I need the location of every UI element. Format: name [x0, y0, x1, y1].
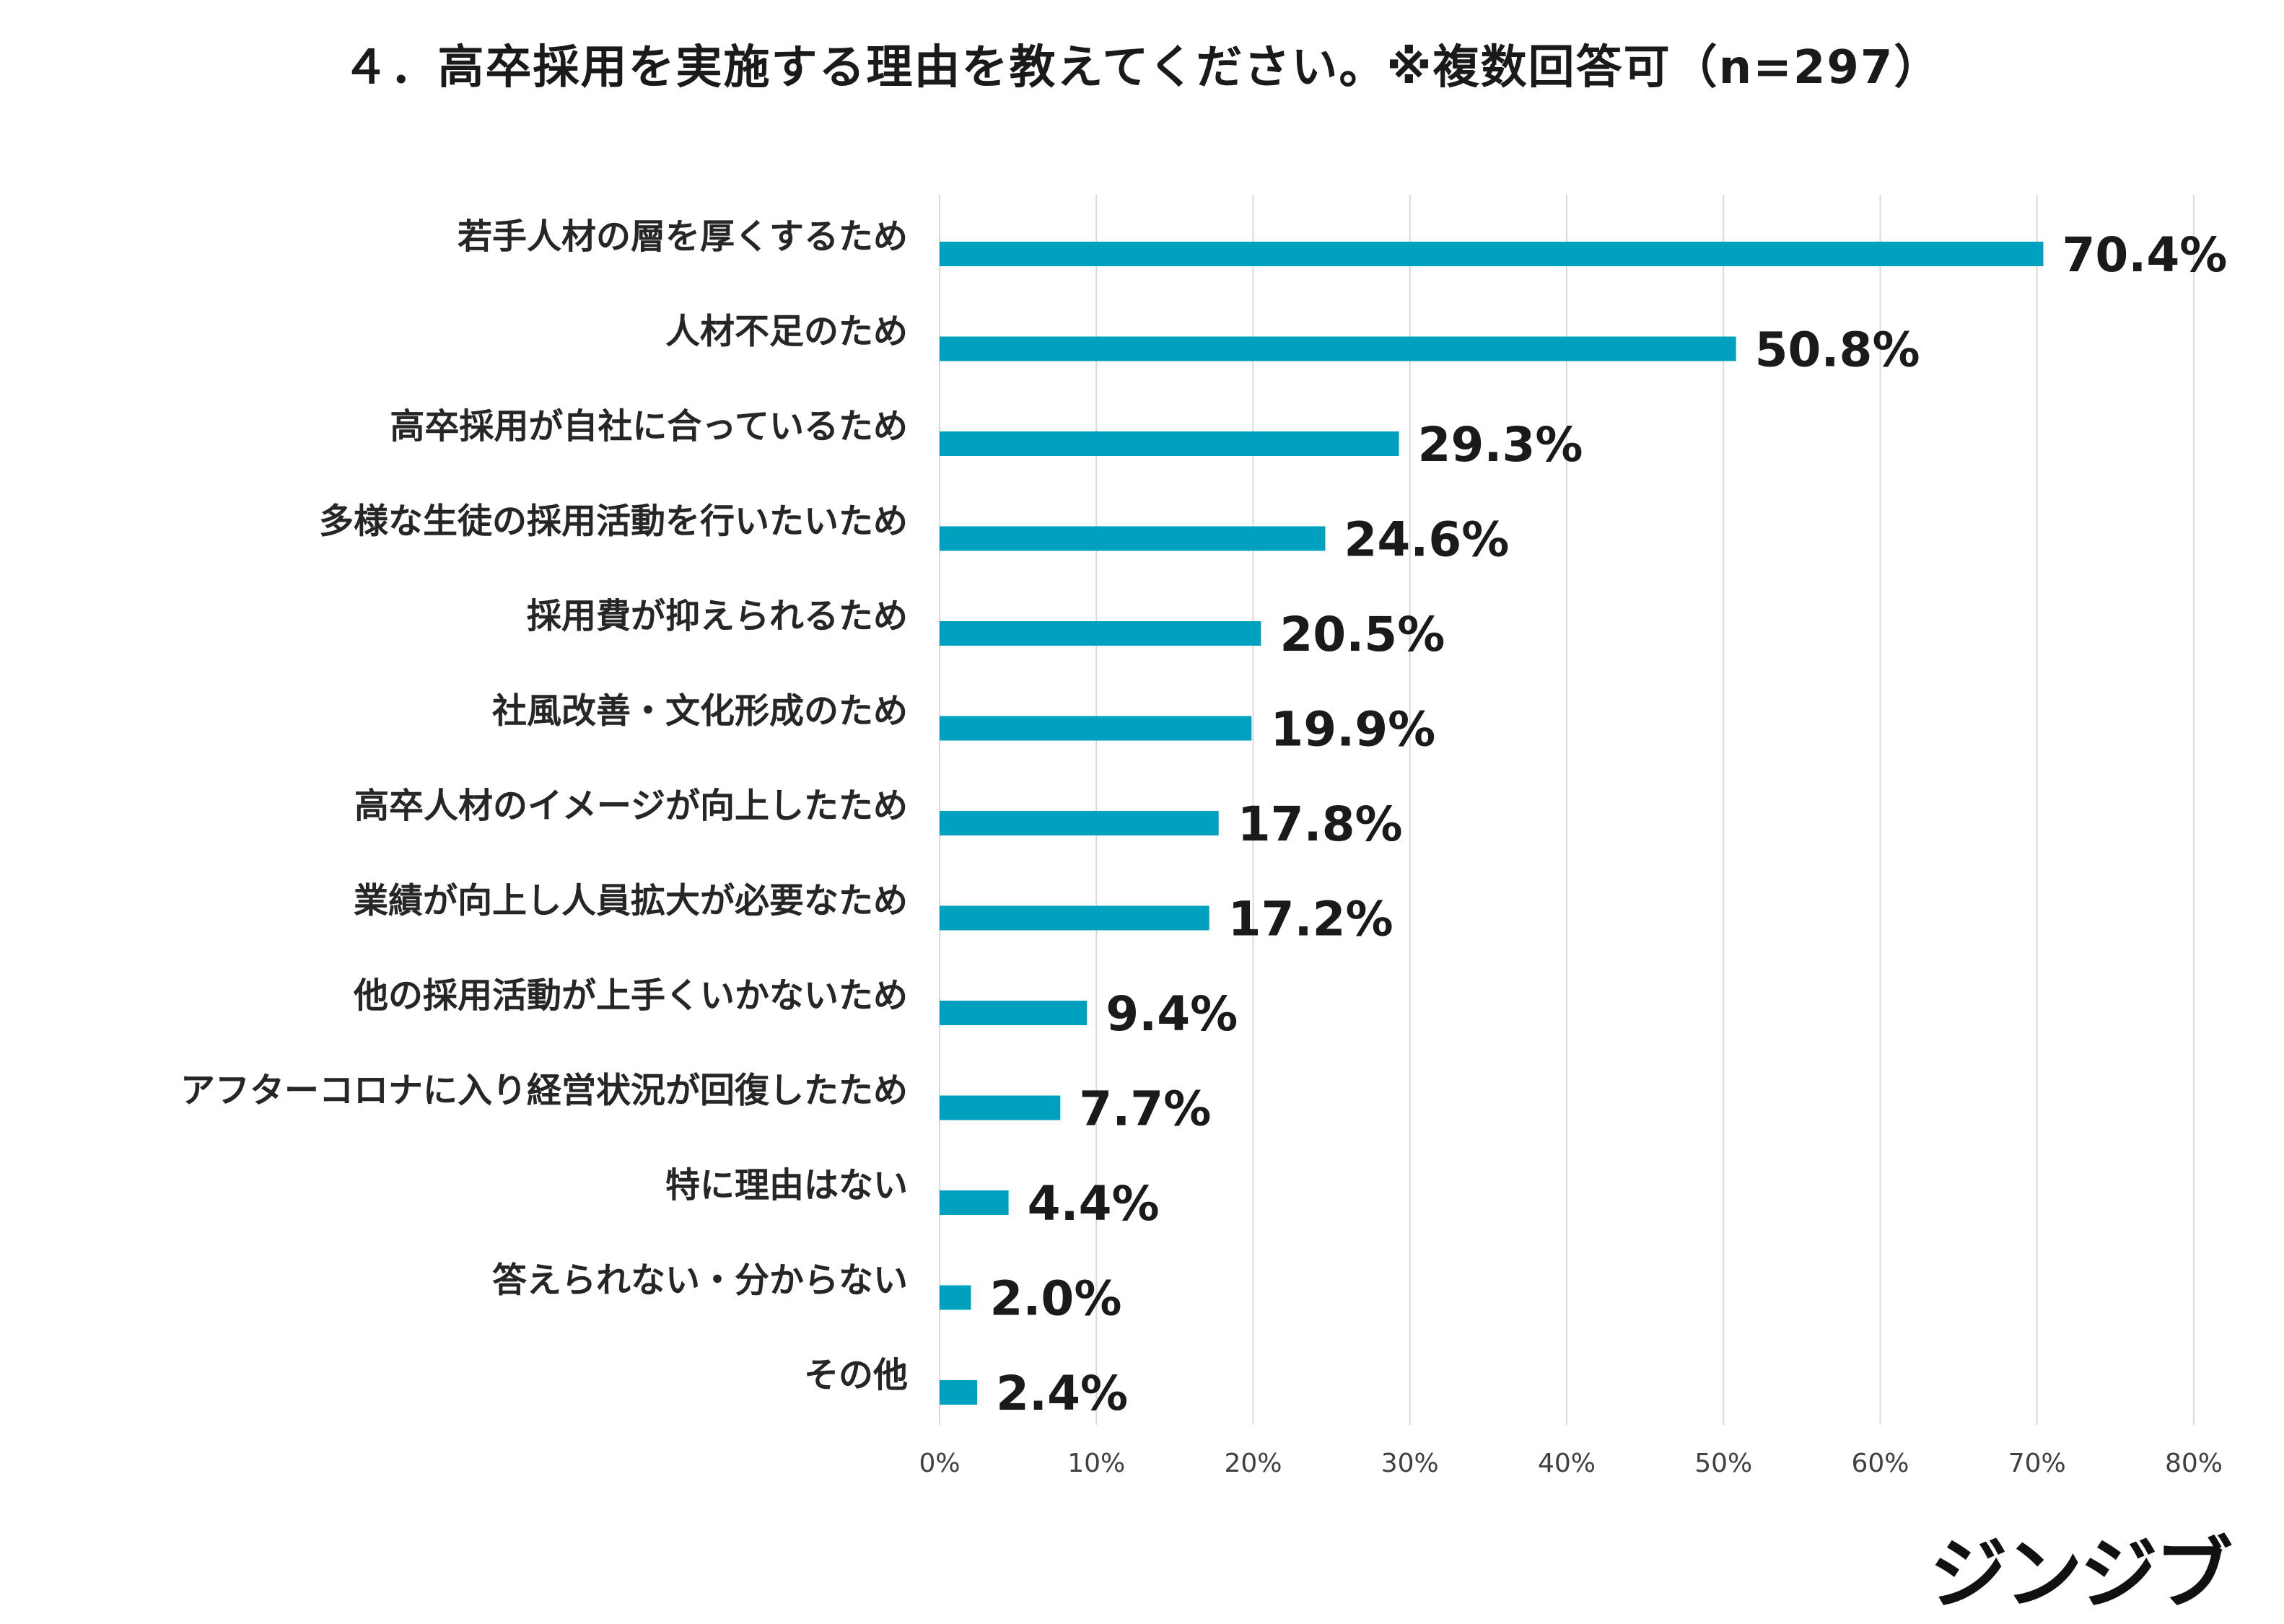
- category-label: 答えられない・分からない: [492, 1260, 908, 1301]
- bar: [940, 1285, 971, 1310]
- category-label: 社風改善・文化形成のため: [492, 691, 908, 732]
- category-label: 業績が向上し人員拡大が必要なため: [354, 881, 908, 921]
- value-label: 17.2%: [1228, 892, 1393, 947]
- x-tick-label: 10%: [1067, 1449, 1125, 1478]
- value-label: 7.7%: [1079, 1081, 1211, 1137]
- category-label: アフターコロナに入り経営状況が回復したため: [180, 1071, 908, 1111]
- value-label: 29.3%: [1418, 417, 1583, 473]
- category-label: 高卒人材のイメージが向上したため: [354, 786, 908, 826]
- value-label: 19.9%: [1270, 702, 1435, 758]
- x-tick-label: 60%: [1851, 1449, 1909, 1478]
- x-tick-label: 30%: [1381, 1449, 1439, 1478]
- value-labels: 70.4% 50.8% 29.3% 24.6% 20.5% 19.9% 17.8% 17.2%…: [989, 227, 2227, 1421]
- value-label: 4.4%: [1028, 1176, 1160, 1232]
- bar: [940, 1380, 978, 1405]
- brand-logo: ジンジブ: [1929, 1529, 2233, 1620]
- category-label: 特に理由はない: [665, 1165, 908, 1206]
- value-label: 50.8%: [1755, 322, 1920, 378]
- bar: [940, 905, 1209, 931]
- value-label: 70.4%: [2062, 227, 2227, 283]
- category-label: 他の採用活動が上手くいかないため: [353, 975, 908, 1016]
- bar: [940, 1190, 1009, 1215]
- category-labels: 若手人材の層を厚くするため人材不足のため高卒採用が自社に合っているため多様な生徒…: [180, 216, 908, 1395]
- x-tick-label: 0%: [919, 1449, 960, 1478]
- value-label: 2.0%: [989, 1271, 1121, 1327]
- category-label: その他: [804, 1355, 908, 1395]
- x-tick-label: 80%: [2165, 1449, 2223, 1478]
- bar: [940, 1001, 1088, 1025]
- value-label: 17.8%: [1238, 796, 1403, 852]
- value-label: 20.5%: [1279, 607, 1445, 662]
- value-label: 2.4%: [996, 1366, 1128, 1421]
- bar: [940, 242, 2044, 266]
- bar: [940, 811, 1219, 835]
- x-tick-label: 70%: [2008, 1449, 2066, 1478]
- category-label: 多様な生徒の採用活動を行いたいため: [319, 501, 908, 542]
- category-label: 高卒採用が自社に合っているため: [390, 406, 908, 447]
- value-label: 24.6%: [1344, 512, 1509, 568]
- category-label: 採用費が抑えられるため: [527, 596, 908, 636]
- x-tick-label: 40%: [1538, 1449, 1596, 1478]
- category-label: 人材不足のため: [665, 312, 908, 352]
- chart-title: ４．高卒採用を実施する理由を教えてください。※複数回答可（n=297）: [342, 41, 1942, 95]
- bar: [940, 716, 1252, 741]
- bar: [940, 431, 1399, 456]
- value-label: 9.4%: [1106, 986, 1238, 1042]
- bar: [940, 526, 1326, 551]
- x-tick-label: 20%: [1224, 1449, 1282, 1478]
- bar: [940, 621, 1261, 646]
- x-tick-label: 50%: [1694, 1449, 1752, 1478]
- x-axis-ticks: 0% 10% 20% 30% 40% 50% 60% 70% 80%: [919, 1449, 2223, 1478]
- gridlines: [939, 195, 2195, 1425]
- category-label: 若手人材の層を厚くするため: [458, 216, 908, 257]
- bar: [940, 336, 1736, 361]
- bars: [940, 242, 2044, 1405]
- bar: [940, 1095, 1061, 1120]
